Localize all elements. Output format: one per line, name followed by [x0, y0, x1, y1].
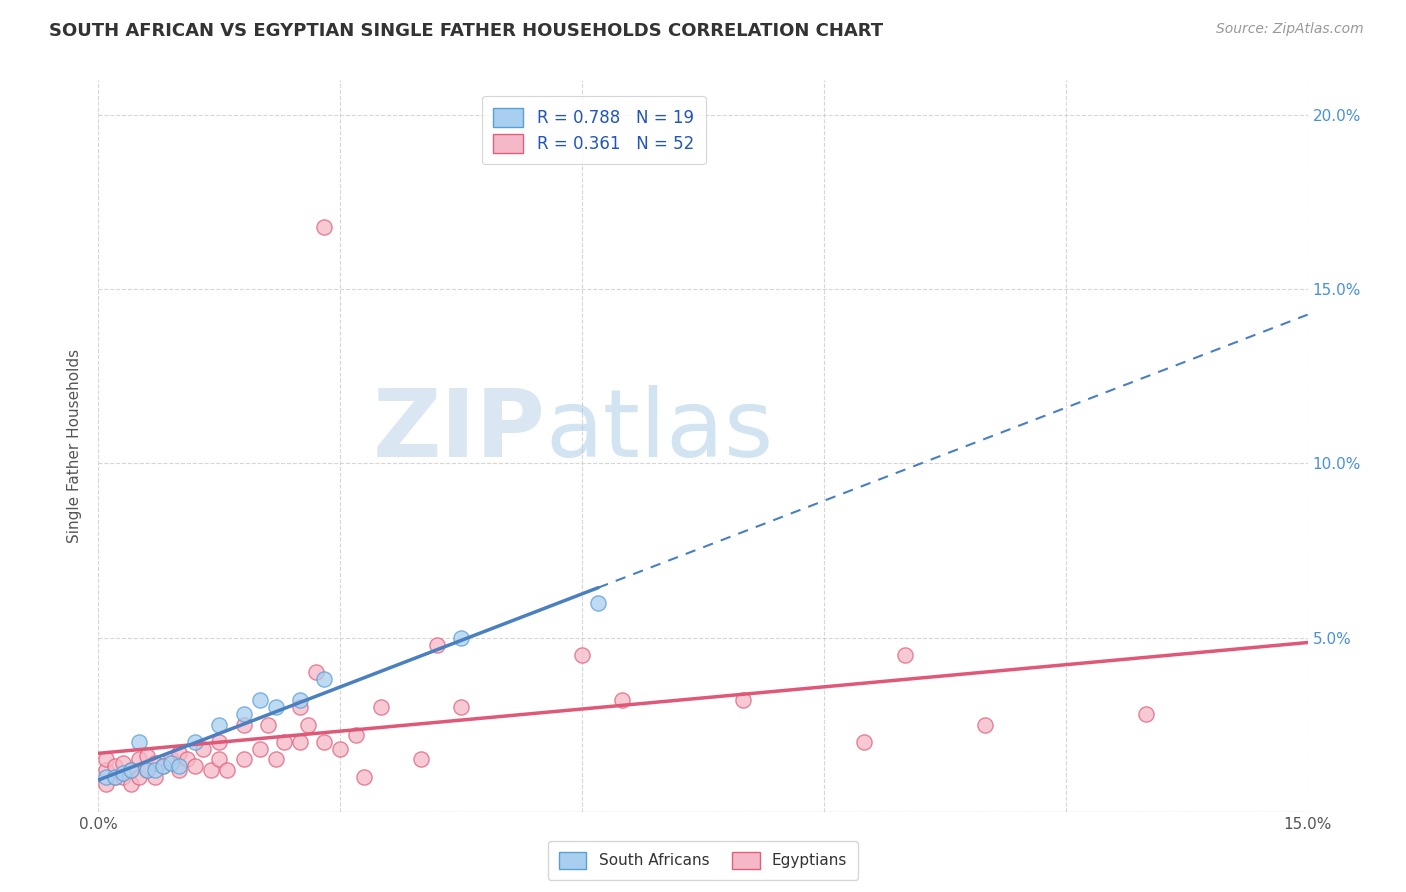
- Point: [120, 763, 142, 777]
- Point: [120, 763, 142, 777]
- Point: [193, 742, 215, 756]
- Point: [103, 759, 125, 773]
- Legend: South Africans, Egyptians: South Africans, Egyptians: [548, 841, 858, 880]
- Point: [264, 700, 287, 714]
- Point: [184, 759, 207, 773]
- Point: [273, 735, 295, 749]
- Point: [288, 700, 311, 714]
- Point: [96, 752, 118, 766]
- Point: [249, 742, 271, 756]
- Point: [974, 717, 997, 731]
- Point: [135, 763, 157, 777]
- Point: [135, 749, 157, 764]
- Point: [135, 763, 157, 777]
- Point: [96, 777, 118, 791]
- Point: [853, 735, 876, 749]
- Legend: R = 0.788   N = 19, R = 0.361   N = 52: R = 0.788 N = 19, R = 0.361 N = 52: [482, 96, 706, 164]
- Point: [152, 759, 174, 773]
- Point: [409, 752, 432, 766]
- Point: [232, 752, 254, 766]
- Text: atlas: atlas: [546, 385, 775, 477]
- Point: [184, 735, 207, 749]
- Point: [232, 717, 254, 731]
- Text: ZIP: ZIP: [373, 385, 546, 477]
- Point: [232, 707, 254, 722]
- Point: [160, 752, 183, 766]
- Point: [450, 631, 472, 645]
- Point: [733, 693, 755, 707]
- Point: [143, 763, 166, 777]
- Point: [167, 763, 190, 777]
- Point: [586, 596, 609, 610]
- Point: [128, 770, 150, 784]
- Point: [893, 648, 915, 662]
- Point: [370, 700, 392, 714]
- Point: [426, 638, 449, 652]
- Point: [96, 770, 118, 784]
- Point: [111, 766, 134, 780]
- Text: Source: ZipAtlas.com: Source: ZipAtlas.com: [1216, 22, 1364, 37]
- Point: [217, 763, 239, 777]
- Point: [314, 673, 336, 687]
- Point: [128, 752, 150, 766]
- Point: [200, 763, 222, 777]
- Point: [167, 759, 190, 773]
- Point: [208, 735, 231, 749]
- Point: [1135, 707, 1157, 722]
- Point: [167, 746, 190, 760]
- Point: [344, 728, 367, 742]
- Point: [450, 700, 472, 714]
- Point: [612, 693, 634, 707]
- Y-axis label: Single Father Households: Single Father Households: [67, 349, 83, 543]
- Point: [96, 763, 118, 777]
- Point: [264, 752, 287, 766]
- Point: [297, 717, 319, 731]
- Point: [143, 770, 166, 784]
- Point: [256, 717, 278, 731]
- Point: [152, 759, 174, 773]
- Point: [103, 770, 125, 784]
- Point: [288, 693, 311, 707]
- Point: [208, 717, 231, 731]
- Point: [160, 756, 183, 770]
- Point: [314, 219, 336, 234]
- Point: [288, 735, 311, 749]
- Point: [111, 770, 134, 784]
- Point: [249, 693, 271, 707]
- Point: [176, 752, 198, 766]
- Point: [208, 752, 231, 766]
- Point: [143, 756, 166, 770]
- Point: [111, 756, 134, 770]
- Point: [305, 665, 328, 680]
- Point: [103, 770, 125, 784]
- Text: SOUTH AFRICAN VS EGYPTIAN SINGLE FATHER HOUSEHOLDS CORRELATION CHART: SOUTH AFRICAN VS EGYPTIAN SINGLE FATHER …: [49, 22, 883, 40]
- Point: [314, 735, 336, 749]
- Point: [571, 648, 593, 662]
- Point: [128, 735, 150, 749]
- Point: [329, 742, 352, 756]
- Point: [120, 777, 142, 791]
- Point: [353, 770, 375, 784]
